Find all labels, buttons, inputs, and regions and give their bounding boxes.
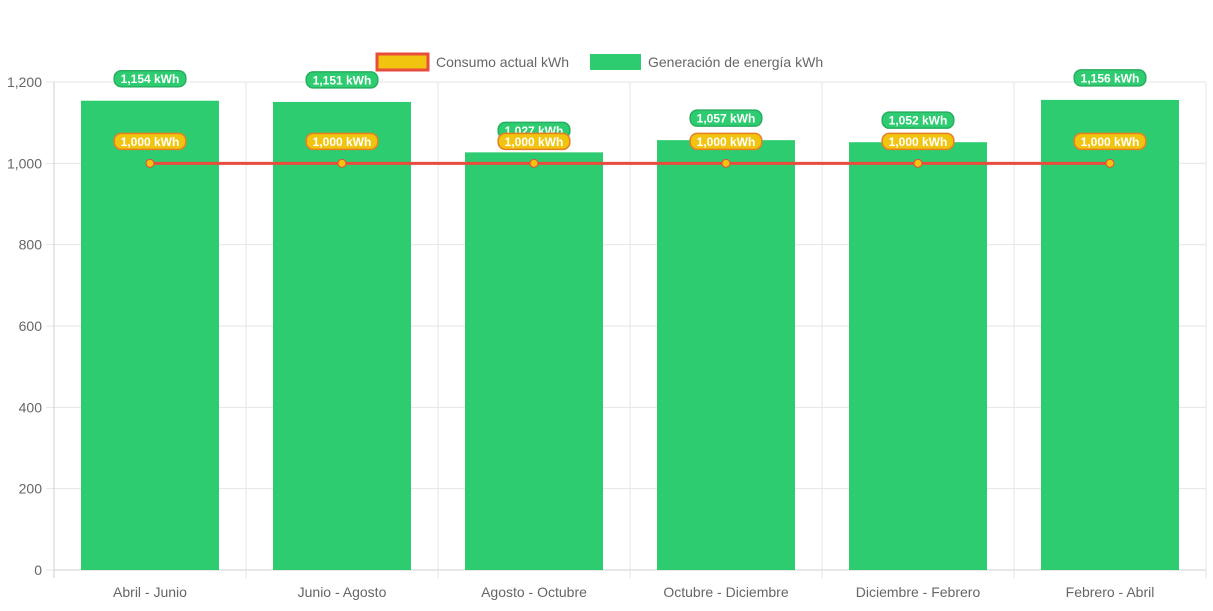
point-consumo[interactable] [529, 158, 539, 168]
line-data-label: 1,000 kWh [505, 135, 564, 149]
line-layer [145, 158, 1115, 168]
legend-label-consumo[interactable]: Consumo actual kWh [436, 54, 569, 70]
legend[interactable]: Consumo actual kWh Generación de energía… [375, 52, 823, 72]
line-data-label: 1,000 kWh [121, 135, 180, 149]
line-data-label: 1,000 kWh [1081, 135, 1140, 149]
x-tick-label: Junio - Agosto [298, 584, 387, 600]
point-consumo[interactable] [337, 158, 347, 168]
x-tick-label: Agosto - Octubre [481, 584, 587, 600]
y-tick-label: 1,200 [7, 74, 42, 90]
x-tick-label: Febrero - Abril [1066, 584, 1155, 600]
bar-layer [81, 99, 1179, 571]
bar-generacion[interactable] [849, 142, 987, 571]
y-tick-label: 400 [19, 399, 43, 415]
axis-layer: 0 200 400 600 800 1,000 1,200 Abril - Junio Juni… [7, 74, 1154, 600]
line-data-label-box [497, 132, 571, 151]
point-consumo[interactable] [913, 158, 923, 168]
bar-generacion[interactable] [1041, 99, 1179, 570]
line-data-label-box [881, 132, 955, 151]
bar-generacion[interactable] [657, 140, 795, 571]
x-tick-label: Octubre - Diciembre [663, 584, 788, 600]
line-data-label-box [1073, 132, 1147, 151]
bar-generacion[interactable] [465, 152, 603, 570]
line-data-label: 1,000 kWh [697, 135, 756, 149]
line-data-label-box [113, 132, 187, 151]
y-tick-label: 600 [19, 318, 43, 334]
bar-data-label-box [305, 71, 379, 89]
legend-swatch-generacion[interactable] [590, 54, 641, 70]
bar-generacion[interactable] [81, 100, 219, 570]
y-tick-label: 200 [19, 481, 43, 497]
y-tick-label: 800 [19, 237, 43, 253]
y-tick-label: 1,000 [7, 155, 42, 171]
bar-data-label-box [881, 111, 955, 129]
bar-data-label: 1,151 kWh [313, 73, 372, 87]
point-consumo[interactable] [145, 158, 155, 168]
x-tick-label: Diciembre - Febrero [856, 584, 981, 600]
bar-data-label-box [689, 109, 763, 127]
line-data-label-box [689, 132, 763, 151]
point-consumo[interactable] [721, 158, 731, 168]
grid-layer [46, 81, 1207, 578]
x-tick-label: Abril - Junio [113, 584, 187, 600]
y-tick-label: 0 [34, 562, 42, 578]
bar-data-label: 1,154 kWh [121, 72, 180, 86]
line-data-label: 1,000 kWh [889, 135, 948, 149]
legend-label-generacion[interactable]: Generación de energía kWh [648, 54, 823, 70]
legend-swatch-consumo[interactable] [375, 52, 430, 72]
bar-data-label-box [113, 69, 187, 88]
line-data-label: 1,000 kWh [313, 135, 372, 149]
point-consumo[interactable] [1105, 158, 1115, 168]
bar-data-label: 1,052 kWh [889, 114, 948, 128]
line-data-label-box [305, 132, 379, 151]
bar-generacion[interactable] [273, 101, 411, 570]
bar-data-label-box [1073, 69, 1147, 87]
bar-data-label: 1,057 kWh [697, 112, 756, 126]
bar-data-label: 1,156 kWh [1081, 71, 1140, 85]
